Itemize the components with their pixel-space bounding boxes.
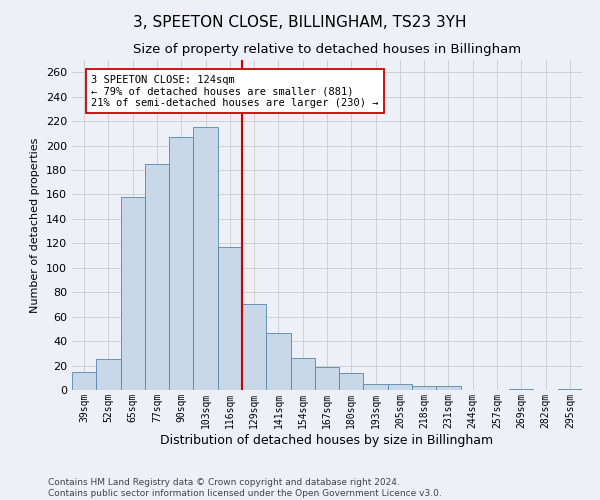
- Text: 3, SPEETON CLOSE, BILLINGHAM, TS23 3YH: 3, SPEETON CLOSE, BILLINGHAM, TS23 3YH: [133, 15, 467, 30]
- Bar: [339, 373, 364, 390]
- Bar: [315, 367, 339, 390]
- X-axis label: Distribution of detached houses by size in Billingham: Distribution of detached houses by size …: [160, 434, 494, 446]
- Bar: [242, 304, 266, 390]
- Bar: [121, 197, 145, 390]
- Bar: [193, 127, 218, 390]
- Bar: [558, 389, 582, 390]
- Bar: [266, 332, 290, 390]
- Bar: [72, 372, 96, 390]
- Bar: [436, 386, 461, 390]
- Bar: [412, 386, 436, 390]
- Bar: [290, 358, 315, 390]
- Bar: [218, 247, 242, 390]
- Bar: [145, 164, 169, 390]
- Text: Contains HM Land Registry data © Crown copyright and database right 2024.
Contai: Contains HM Land Registry data © Crown c…: [48, 478, 442, 498]
- Bar: [169, 137, 193, 390]
- Y-axis label: Number of detached properties: Number of detached properties: [31, 138, 40, 312]
- Bar: [364, 384, 388, 390]
- Bar: [509, 389, 533, 390]
- Title: Size of property relative to detached houses in Billingham: Size of property relative to detached ho…: [133, 43, 521, 56]
- Bar: [96, 360, 121, 390]
- Text: 3 SPEETON CLOSE: 124sqm
← 79% of detached houses are smaller (881)
21% of semi-d: 3 SPEETON CLOSE: 124sqm ← 79% of detache…: [91, 74, 379, 108]
- Bar: [388, 384, 412, 390]
